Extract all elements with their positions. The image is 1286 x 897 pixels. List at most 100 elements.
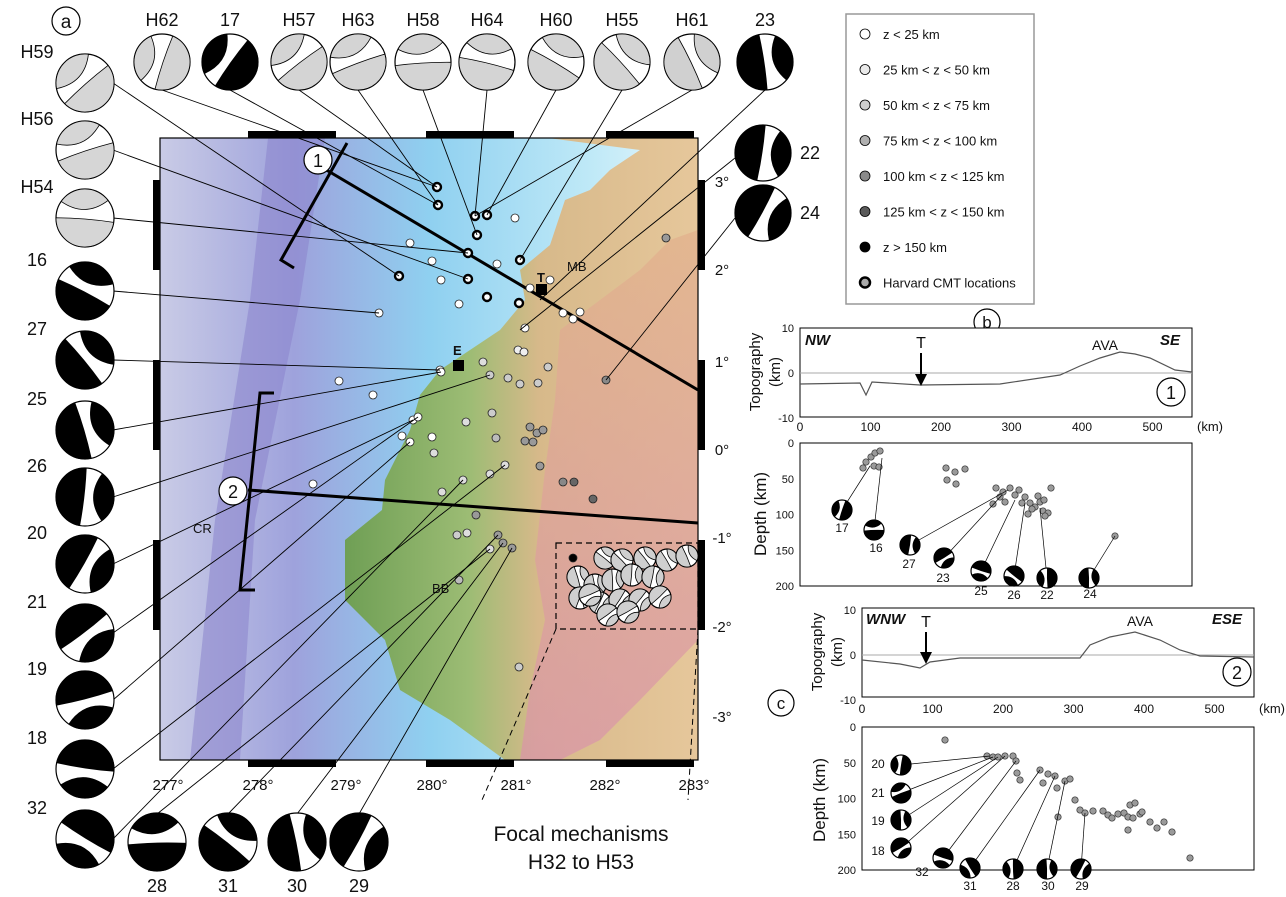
profile-marker-1 <box>303 145 333 175</box>
profile-b-corner-left: NW <box>805 332 832 349</box>
map-trench-band <box>190 138 325 760</box>
hypocenter <box>951 468 959 476</box>
profile-c-corner-right: ESE <box>1212 611 1243 628</box>
epicenter <box>538 425 548 435</box>
epicenter <box>308 479 318 489</box>
profile_b-xtick-0: 0 <box>797 420 804 434</box>
beachball-label-H61: H61 <box>675 10 708 30</box>
profile_c-mech-label-0: 20 <box>871 757 885 771</box>
beachball-left-25 <box>55 400 115 460</box>
lat-tick-5: -2° <box>712 619 731 636</box>
beachball-label-29: 29 <box>349 876 369 896</box>
profile-b-topo-ylabel-1: Topography <box>747 332 764 411</box>
lon-tick-1: 278° <box>242 777 273 794</box>
beachball-left-21 <box>55 603 115 663</box>
legend-swatch <box>859 99 871 111</box>
epicenter <box>533 378 543 388</box>
profile-c-marker <box>1222 657 1252 687</box>
profile_b-xunit: (km) <box>1197 419 1223 434</box>
profile_c-depth-tick-0: 0 <box>850 722 856 734</box>
profile_b-xtick-3: 300 <box>1001 420 1021 434</box>
profile_b-depth-tick-0: 0 <box>788 438 794 450</box>
profile-line-1-trace <box>317 163 699 392</box>
profile-c-marker-label: 2 <box>1232 663 1242 683</box>
profile_b-mech-label-3: 23 <box>936 571 950 585</box>
profile_b-mech-label-5: 26 <box>1007 588 1021 602</box>
panel-c-label: c <box>777 694 786 713</box>
epicenter <box>575 307 585 317</box>
beachball-left-20 <box>55 534 115 594</box>
beachball-left-H56 <box>55 120 115 180</box>
epicenter <box>535 461 545 471</box>
profile_c-mech-label-7: 30 <box>1041 879 1055 893</box>
epicenter <box>481 291 493 303</box>
beachball-label-H59: H59 <box>20 42 53 62</box>
longitude-tick-labels: 277° 278° 279° 280° 281° 282° 283° <box>152 777 709 794</box>
beachball-left-16 <box>55 261 115 321</box>
profile-b-ava: AVA <box>1092 337 1119 353</box>
hypocenter <box>1146 818 1154 826</box>
latitude-tick-labels: 3° 2° 1° 0° -1° -2° -3° <box>712 174 731 726</box>
epicenter <box>437 487 447 497</box>
hypocenter <box>1129 814 1137 822</box>
beachball-bottom-31 <box>198 812 258 872</box>
hypocenter <box>876 447 884 455</box>
panel-c-circle <box>767 689 795 717</box>
profile-b-corner-right: SE <box>1160 332 1181 349</box>
beachball-label-25: 25 <box>27 389 47 409</box>
beachball-top-H62 <box>133 33 191 91</box>
hypocenter <box>989 500 997 508</box>
profile_b-mech-label-1: 16 <box>869 541 883 555</box>
epicenter <box>568 314 578 324</box>
beachball-left-27 <box>55 330 115 390</box>
profile-c-ava: AVA <box>1127 613 1154 629</box>
lon-tick-6: 283° <box>678 777 709 794</box>
hypocenter <box>1089 807 1097 815</box>
place-label-t: T <box>537 270 545 285</box>
epicenter <box>525 283 535 293</box>
profile_c-mech-6 <box>1002 858 1024 880</box>
epicenter <box>429 448 439 458</box>
epicenter <box>520 436 530 446</box>
epicenter <box>558 477 568 487</box>
legend-item-label: Harvard CMT locations <box>883 276 1016 291</box>
profile_c-mech-label-3: 18 <box>871 844 885 858</box>
profile_c-depth-tick-4: 200 <box>838 865 856 877</box>
profile-b-depth-frame <box>799 442 1193 587</box>
beachball-label-H54: H54 <box>20 177 53 197</box>
inset-beachball-14 <box>648 585 672 609</box>
earthquake-epicenters <box>308 181 671 672</box>
beachball-label-H63: H63 <box>341 10 374 30</box>
profile-b-topography <box>799 351 1193 397</box>
profile-c: WNW ESE T AVA 2 Topography (km) c Depth … <box>767 605 1285 893</box>
focal-note-line1: Focal mechanisms <box>493 823 668 846</box>
station-t <box>536 284 547 295</box>
epicenter <box>462 528 472 538</box>
hypocenter <box>1040 496 1048 504</box>
hypocenter <box>952 480 960 488</box>
hypocenter <box>1016 776 1024 784</box>
profile_b-mech-label-7: 24 <box>1083 587 1097 601</box>
profile_c-mech-5 <box>959 857 981 879</box>
legend-swatch <box>859 170 871 182</box>
epicenter <box>334 376 344 386</box>
profile-c-trench: T <box>921 614 931 631</box>
profile_c-xtick-2: 200 <box>993 702 1013 716</box>
profile_b-topo-ytick-0: 10 <box>782 323 794 335</box>
epicenter <box>487 408 497 418</box>
inset-beachball-0 <box>593 546 617 570</box>
profile-marker-2-label: 2 <box>228 482 238 502</box>
map: MB T E CR BB 1 2 <box>153 131 705 801</box>
profile-c-topo-ylabel-1: Topography <box>809 612 826 691</box>
epicenter <box>519 347 529 357</box>
inset-beachball-16 <box>616 600 640 624</box>
epicenter <box>452 530 462 540</box>
hypocenter <box>1001 498 1009 506</box>
epicenter <box>514 662 524 672</box>
epicenter <box>513 297 525 309</box>
beachball-top-H57 <box>270 33 328 91</box>
lat-tick-0: 3° <box>715 174 729 191</box>
hypocenter <box>1131 799 1139 807</box>
profile_c-topo-ytick-0: 10 <box>844 605 856 617</box>
profile-b-topo-ylabel-2: (km) <box>767 357 784 387</box>
